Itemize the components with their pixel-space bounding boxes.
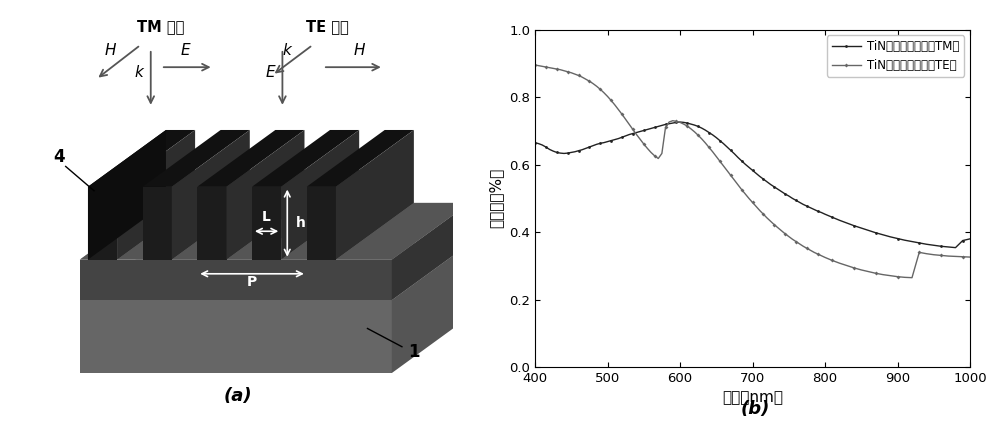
Polygon shape (80, 243, 470, 300)
Polygon shape (80, 203, 166, 260)
TiN光栅结构吸收（TM） (529, 140, 541, 145)
Text: H: H (104, 43, 116, 58)
Polygon shape (172, 203, 275, 260)
Polygon shape (336, 203, 470, 260)
Text: TE 极化: TE 极化 (306, 19, 348, 34)
Text: k: k (282, 43, 291, 58)
TiN光栅结构吸收（TE） (746, 200, 759, 205)
TiN光栅结构吸收（TE） (801, 246, 813, 251)
Polygon shape (197, 187, 227, 260)
TiN光栅结构吸收（TE） (783, 234, 795, 239)
Y-axis label: 吸收率（%）: 吸收率（%） (489, 168, 504, 228)
TiN光栅结构吸收（TE） (696, 136, 708, 141)
TiN光栅结构吸收（TE） (906, 275, 918, 280)
Polygon shape (88, 130, 166, 260)
TiN光栅结构吸收（TE） (620, 117, 632, 122)
Polygon shape (80, 260, 392, 300)
Text: E: E (180, 43, 190, 58)
Text: E: E (265, 65, 275, 80)
Polygon shape (227, 203, 330, 260)
TiN光栅结构吸收（TM） (964, 236, 976, 241)
Polygon shape (117, 203, 221, 260)
Polygon shape (117, 130, 195, 260)
Polygon shape (281, 130, 359, 260)
Text: P: P (247, 275, 257, 289)
X-axis label: 波长（nm）: 波长（nm） (722, 390, 783, 406)
Polygon shape (392, 243, 470, 373)
TiN光栅结构吸收（TM） (750, 171, 762, 176)
Legend: TiN光栅结构吸收（TM）, TiN光栅结构吸收（TE）: TiN光栅结构吸收（TM）, TiN光栅结构吸收（TE） (827, 35, 964, 77)
Polygon shape (281, 203, 385, 260)
Polygon shape (392, 203, 470, 300)
Polygon shape (307, 130, 414, 187)
Text: h: h (296, 216, 306, 230)
Text: (a): (a) (224, 387, 252, 406)
Polygon shape (227, 130, 304, 260)
TiN光栅结构吸收（TM） (699, 127, 711, 133)
TiN光栅结构吸收（TM） (804, 205, 816, 210)
Text: k: k (134, 65, 143, 80)
Polygon shape (336, 130, 414, 260)
Polygon shape (80, 300, 392, 373)
Text: L: L (262, 210, 271, 224)
Polygon shape (88, 130, 195, 187)
Polygon shape (143, 130, 250, 187)
Polygon shape (80, 203, 470, 260)
Line: TiN光栅结构吸收（TE）: TiN光栅结构吸收（TE） (534, 64, 971, 279)
Polygon shape (172, 130, 250, 260)
Text: TM 极化: TM 极化 (137, 19, 185, 34)
Text: H: H (354, 43, 365, 58)
TiN光栅结构吸收（TM） (674, 119, 686, 124)
TiN光栅结构吸收（TE） (529, 62, 541, 68)
Polygon shape (307, 187, 336, 260)
Polygon shape (252, 187, 281, 260)
TiN光栅结构吸收（TM） (620, 133, 632, 138)
TiN光栅结构吸收（TE） (964, 254, 976, 260)
Polygon shape (88, 187, 117, 260)
Polygon shape (143, 187, 172, 260)
Line: TiN光栅结构吸收（TM）: TiN光栅结构吸收（TM） (534, 121, 971, 249)
Polygon shape (252, 130, 359, 187)
TiN光栅结构吸收（TM） (950, 245, 962, 250)
Text: (b): (b) (740, 400, 770, 418)
TiN光栅结构吸收（TM） (786, 196, 798, 201)
Text: 4: 4 (54, 149, 65, 166)
TiN光栅结构吸收（TE） (554, 67, 566, 72)
Text: 1: 1 (408, 343, 419, 361)
TiN光栅结构吸收（TM） (554, 151, 566, 156)
Polygon shape (197, 130, 304, 187)
